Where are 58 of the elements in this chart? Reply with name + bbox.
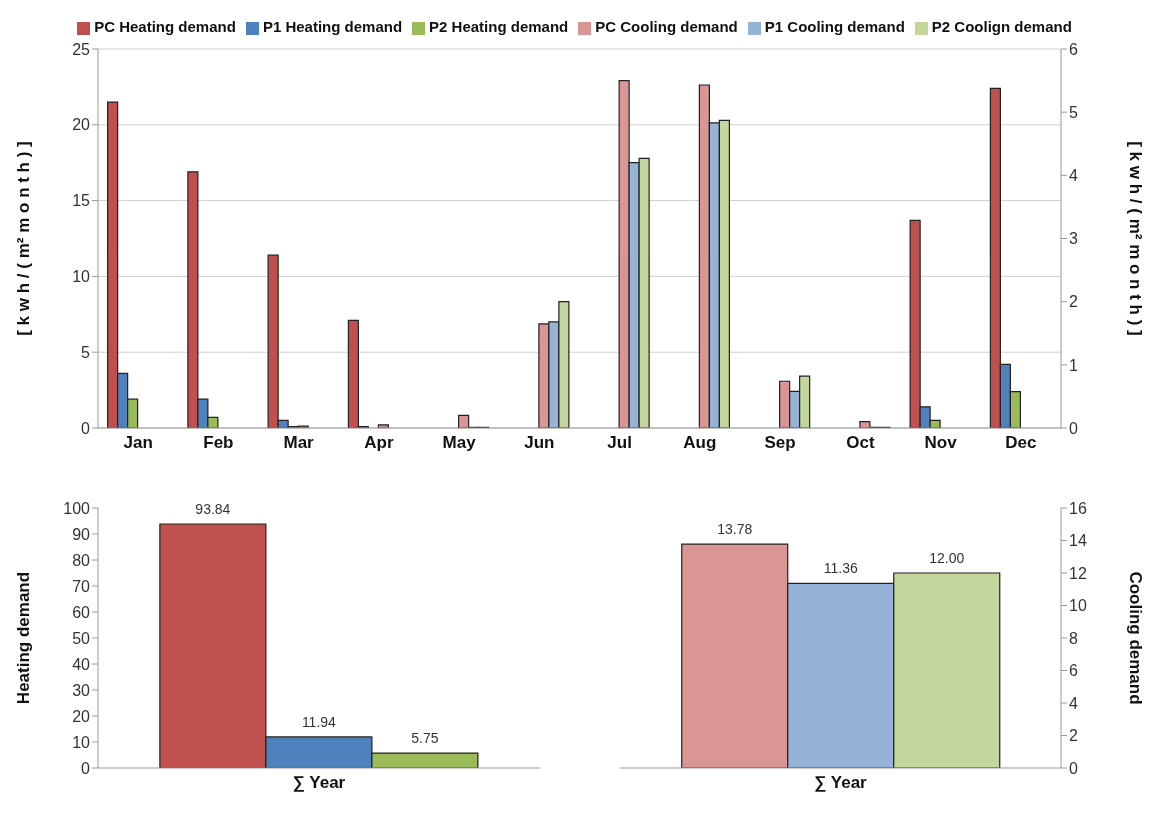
legend-label: PC Cooling demand xyxy=(595,18,738,35)
data-label: 13.78 xyxy=(717,521,753,538)
y-tick-label: 10 xyxy=(72,268,91,286)
x-tick-label: Aug xyxy=(683,433,717,453)
x-tick-label: ∑ Year xyxy=(292,773,346,793)
x-tick-label: Dec xyxy=(1005,433,1037,453)
y-tick-label: 100 xyxy=(63,499,91,517)
y-tick-label: 20 xyxy=(72,707,91,725)
y-tick-label: 0 xyxy=(1069,759,1078,777)
y-tick-label: 6 xyxy=(1069,662,1078,680)
y-tick-label: 4 xyxy=(1069,694,1078,712)
y2-axis-title: [ k w h / ( m² m o n t h ) ] xyxy=(1125,141,1145,336)
legend-label: P1 Cooling demand xyxy=(764,18,905,35)
y-tick-label: 70 xyxy=(72,577,91,595)
y-tick-label: 80 xyxy=(72,551,91,569)
legend-label: P2 Heating demand xyxy=(429,18,569,35)
y-tick-label: 15 xyxy=(72,192,91,210)
data-label: 5.75 xyxy=(411,730,439,747)
y-tick-label: 50 xyxy=(72,629,91,647)
data-label: 93.84 xyxy=(195,501,231,518)
x-tick-label: Jul xyxy=(607,433,632,453)
x-tick-label: Feb xyxy=(203,433,234,453)
y-tick-label: 8 xyxy=(1069,629,1078,647)
y-tick-label: 12 xyxy=(1069,564,1087,582)
y-tick-label: 90 xyxy=(72,525,91,543)
x-tick-label: Jun xyxy=(524,433,555,453)
x-tick-label: Jan xyxy=(123,433,153,453)
y-tick-label: 14 xyxy=(1069,532,1087,550)
y-tick-label: 40 xyxy=(72,655,91,673)
y-tick-label: 0 xyxy=(81,759,91,777)
y-tick-label: 20 xyxy=(72,116,91,134)
y-axis-title: Heating demand xyxy=(14,571,34,705)
legend-label: P1 Heating demand xyxy=(262,18,403,35)
x-tick-label: ∑ Year xyxy=(814,773,868,793)
x-tick-label: Nov xyxy=(924,433,958,453)
x-tick-label: May xyxy=(442,433,477,453)
legend-label: P2 Coolign demand xyxy=(931,18,1072,35)
y2-tick-label: 3 xyxy=(1069,230,1078,248)
y-tick-label: 5 xyxy=(81,343,91,361)
y2-tick-label: 1 xyxy=(1069,356,1078,374)
x-tick-label: Apr xyxy=(364,433,394,453)
x-tick-label: Sep xyxy=(764,433,796,453)
y-tick-label: 10 xyxy=(72,733,91,751)
y-axis-title: [ k w h / ( m² m o n t h ) ] xyxy=(14,141,34,336)
y-tick-label: 2 xyxy=(1069,727,1078,745)
y-tick-label: 30 xyxy=(72,681,91,699)
y-tick-label: 60 xyxy=(72,603,91,621)
data-label: 12.00 xyxy=(929,550,965,566)
y-axis-title: Cooling demand xyxy=(1125,571,1145,705)
x-tick-label: Mar xyxy=(283,433,315,453)
legend-label: PC Heating demand xyxy=(94,18,236,35)
y-tick-label: 10 xyxy=(1069,597,1087,615)
y-tick-label: 25 xyxy=(72,40,91,58)
y-tick-label: 16 xyxy=(1069,499,1087,517)
y-tick-label: 0 xyxy=(81,419,91,437)
data-label: 11.94 xyxy=(301,713,337,730)
data-label: 11.36 xyxy=(823,560,858,577)
x-tick-label: Oct xyxy=(846,433,875,453)
